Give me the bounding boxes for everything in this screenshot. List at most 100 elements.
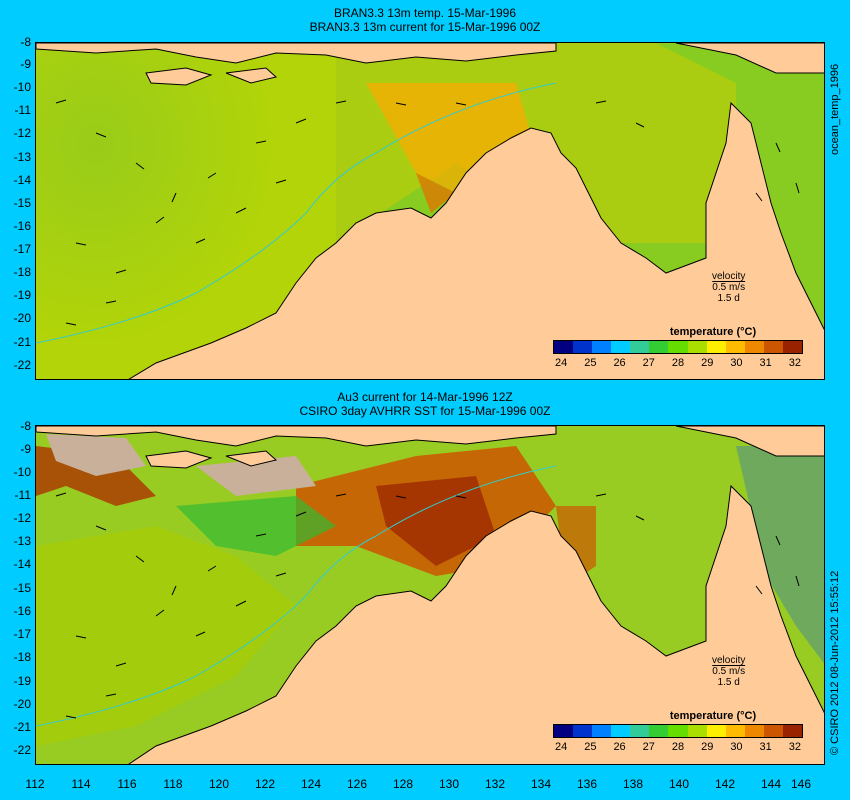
velocity-time: 1.5 d (717, 677, 740, 688)
cbar-tick: 27 (642, 741, 655, 753)
velocity-speed: 0.5 m/s (712, 282, 746, 293)
lon-tick: 126 (346, 777, 368, 791)
bottom-lat-tick: -15 (13, 581, 31, 595)
velocity-label: velocity (712, 655, 746, 666)
bottom-contour (36, 465, 557, 727)
bottom-map-svg (36, 426, 824, 764)
top-contour (36, 82, 557, 344)
bottom-map-panel (35, 425, 825, 765)
velocity-time: 1.5 d (717, 293, 740, 304)
bottom-green-patch (176, 496, 336, 556)
bottom-cloud-a (46, 434, 146, 476)
lon-tick: 138 (622, 777, 644, 791)
cbar-tick: 24 (555, 741, 568, 753)
bottom-lat-tick: -20 (13, 697, 31, 711)
cbar-tick: 24 (555, 357, 568, 369)
top-lat-tick: -10 (13, 80, 31, 94)
velocity-label: velocity (712, 271, 746, 282)
cbar-swatch (573, 725, 593, 737)
lon-tick: 128 (392, 777, 414, 791)
top-title-line1: BRAN3.3 13m temp. 15-Mar-1996 (333, 6, 517, 20)
cbar-tick: 27 (642, 357, 655, 369)
top-warm-band (36, 43, 736, 379)
cbar-swatch (554, 341, 574, 353)
bottom-current-vectors (55, 492, 800, 719)
cbar-swatch (630, 725, 650, 737)
top-colorbar-legend: temperature (°C) 24 25 26 27 28 29 30 31… (553, 326, 803, 369)
top-title-line2: BRAN3.3 13m current for 15-Mar-1996 00Z (309, 20, 541, 34)
top-north-islands (36, 43, 557, 64)
top-lat-tick: -21 (13, 335, 31, 349)
cbar-tick: 31 (759, 357, 772, 369)
top-map-svg (36, 43, 824, 379)
top-island-a (145, 67, 213, 86)
cbar-swatch (649, 341, 669, 353)
lon-tick: 144 (760, 777, 782, 791)
cbar-tick: 30 (730, 357, 743, 369)
lon-tick: 118 (163, 777, 183, 791)
bottom-new-guinea (675, 426, 824, 457)
bottom-colorbar-ticks: 24 25 26 27 28 29 30 31 32 (553, 741, 803, 753)
bottom-lat-tick: -10 (13, 465, 31, 479)
bottom-hot-core (376, 476, 496, 566)
cbar-tick: 25 (584, 741, 597, 753)
lon-tick: 132 (484, 777, 506, 791)
cbar-swatch (649, 725, 669, 737)
cbar-swatch (687, 341, 707, 353)
bottom-lat-tick: -9 (20, 442, 31, 456)
lon-tick: 120 (208, 777, 230, 791)
bottom-lat-tick: -21 (13, 720, 31, 734)
cbar-tick: 32 (788, 357, 801, 369)
lon-tick: 122 (254, 777, 276, 791)
cbar-swatch (725, 341, 745, 353)
lon-tick: 142 (714, 777, 736, 791)
bottom-north-islands (36, 426, 557, 447)
bottom-lat-tick: -16 (13, 604, 31, 618)
bottom-lat-tick: -22 (13, 743, 31, 757)
lon-tick: 124 (300, 777, 322, 791)
lon-tick: 114 (71, 777, 91, 791)
top-side-label: ocean_temp_1996 (829, 63, 841, 155)
bottom-island-a (145, 450, 213, 469)
cbar-tick: 25 (584, 357, 597, 369)
top-lat-tick: -8 (20, 35, 31, 49)
bottom-lat-tick: -17 (13, 627, 31, 641)
top-lat-tick: -16 (13, 219, 31, 233)
cbar-swatch (611, 341, 631, 353)
top-colorbar-ticks: 24 25 26 27 28 29 30 31 32 (553, 357, 803, 369)
bottom-lat-tick: -11 (14, 488, 31, 502)
top-lat-tick: -20 (13, 311, 31, 325)
cbar-tick: 31 (759, 741, 772, 753)
top-lat-tick: -9 (20, 57, 31, 71)
bottom-australia-land (128, 484, 824, 764)
lon-tick: 140 (668, 777, 690, 791)
cbar-swatch (592, 341, 612, 353)
top-lat-tick: -11 (14, 103, 31, 117)
bottom-cool-band (36, 526, 296, 746)
lon-tick: 116 (117, 777, 137, 791)
bottom-lat-tick: -8 (20, 419, 31, 433)
cbar-swatch (706, 725, 726, 737)
bottom-lat-tick: -18 (13, 650, 31, 664)
top-legend-title: temperature (°C) (669, 326, 757, 338)
bottom-title-line2: CSIRO 3day AVHRR SST for 15-Mar-1996 00Z (299, 404, 551, 418)
lon-tick: 134 (530, 777, 552, 791)
bottom-title-line1: Au3 current for 14-Mar-1996 12Z (337, 390, 513, 404)
top-lat-tick: -14 (13, 173, 31, 187)
bottom-lat-tick: -19 (13, 674, 31, 688)
cbar-tick: 29 (701, 357, 714, 369)
cbar-swatch (573, 341, 593, 353)
cbar-swatch (744, 725, 764, 737)
cbar-tick: 26 (613, 741, 626, 753)
cbar-swatch (668, 341, 688, 353)
top-new-guinea (675, 43, 824, 74)
cbar-tick: 28 (671, 741, 685, 753)
top-velocity-key: velocity 0.5 m/s 1.5 d (712, 271, 745, 304)
bottom-lat-tick: -12 (13, 511, 31, 525)
top-map-panel (35, 42, 825, 380)
cbar-swatch (763, 341, 783, 353)
top-current-vectors (55, 99, 800, 326)
cbar-swatch (725, 725, 745, 737)
top-lat-tick: -12 (13, 126, 31, 140)
cbar-tick: 26 (613, 357, 626, 369)
